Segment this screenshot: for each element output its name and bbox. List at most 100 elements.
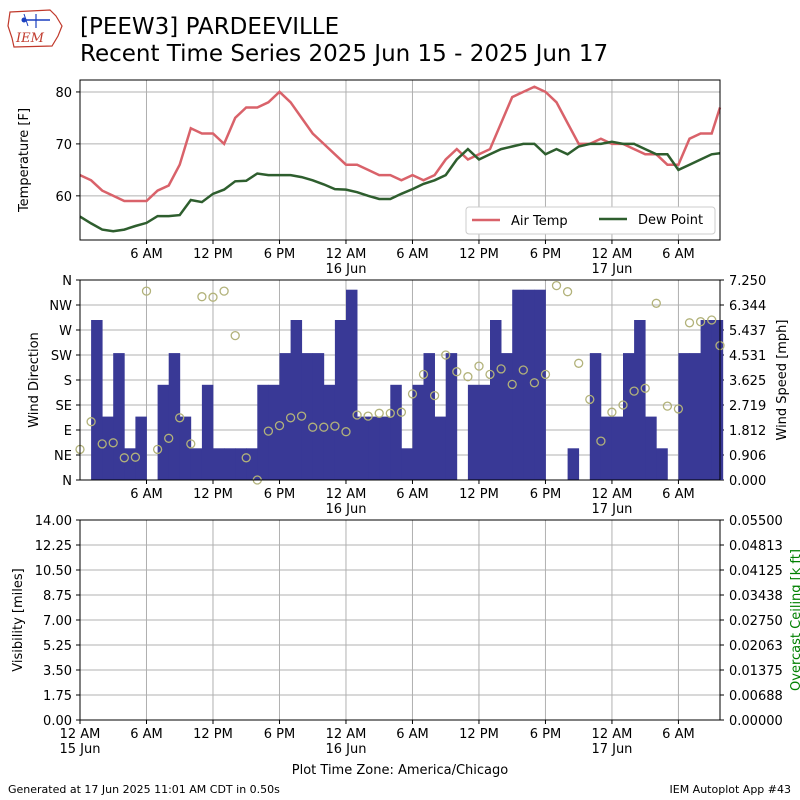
wind-direction-marker (551, 280, 562, 291)
wind-direction-tick-label: E (64, 424, 72, 439)
wind-direction-marker (363, 411, 373, 421)
x-tick-label: 12 AM (326, 487, 367, 502)
wind-speed-bar (611, 416, 624, 480)
wind-direction-marker (352, 410, 362, 420)
title-line-1: [PEEW3] PARDEEVILLE (80, 14, 340, 40)
wind-direction-marker (108, 438, 118, 448)
y-axis-label: Visibility [miles] (11, 568, 26, 671)
iem-logo: IEM (7, 9, 63, 48)
plot-frame (79, 279, 721, 481)
x-tick-label: 6 PM (264, 247, 295, 262)
wind-direction-marker (562, 287, 573, 297)
wind-direction-marker (673, 404, 684, 414)
wind-direction-marker (230, 330, 240, 341)
wind-speed-bar (301, 353, 314, 480)
wind-direction-marker (296, 411, 307, 421)
x-tick-date-label: 15 Jun (60, 742, 101, 757)
wind-direction-marker (175, 413, 185, 423)
wind-direction-marker (441, 350, 451, 360)
wind-speed-bar (312, 353, 325, 480)
x-tick-label: 12 AM (326, 247, 367, 262)
wind-direction-tick-label: N (62, 474, 72, 489)
wind-speed-bar (235, 448, 247, 480)
legend-label-air-temp: Air Temp (511, 214, 568, 229)
wind-speed-tick-label: 3.625 (729, 374, 766, 389)
chart-title: [PEEW3] PARDEEVILLE Recent Time Series 2… (80, 14, 608, 68)
wind-speed-bar (390, 384, 402, 480)
y-axis-label: Wind Direction (27, 332, 42, 428)
iem-logo-text: IEM (15, 31, 45, 46)
wind-speed-bar (634, 320, 646, 480)
wind-direction-marker (197, 292, 207, 302)
ceiling-tick-label: 0.05500 (729, 514, 783, 529)
x-tick-label: 6 AM (130, 727, 163, 742)
wind-direction-tick-label: SE (56, 399, 72, 414)
wind-speed-bar (346, 289, 358, 480)
wind-direction-marker (263, 426, 274, 436)
wind-direction-marker (186, 439, 196, 449)
timezone-label: Plot Time Zone: America/Chicago (291, 763, 509, 778)
x-tick-label: 12 PM (459, 727, 499, 742)
wind-speed-bar (190, 448, 203, 480)
x-tick-label: 12 PM (459, 247, 499, 262)
x-tick-label: 12 AM (326, 727, 367, 742)
wind-direction-marker (319, 422, 329, 432)
wind-speed-bar (423, 353, 435, 480)
x-tick-label: 6 AM (130, 247, 163, 262)
x-tick-label: 6 PM (264, 727, 295, 742)
wind-speed-bar (157, 384, 170, 480)
wind-direction-marker (596, 436, 606, 446)
wind-direction-marker (507, 379, 517, 390)
generated-timestamp: Generated at 17 Jun 2025 11:01 AM CDT in… (8, 783, 280, 796)
wind-speed-bar (445, 353, 458, 480)
wind-direction-marker (429, 390, 440, 401)
wind-speed-bar (135, 416, 147, 480)
wind-speed-bar (179, 416, 192, 480)
x-tick-label: 12 AM (592, 727, 633, 742)
x-tick-label: 6 PM (530, 247, 561, 262)
wind-speed-bar (645, 416, 657, 480)
wind-direction-marker (330, 421, 340, 431)
ceiling-tick-label: 0.04125 (729, 564, 783, 579)
x-tick-date-label: 17 Jun (591, 742, 632, 757)
wind-direction-marker (684, 318, 695, 328)
visibility-tick-label: 5.25 (43, 639, 72, 654)
x-tick-label: 6 AM (662, 487, 695, 502)
visibility-tick-label: 1.75 (43, 689, 72, 704)
x-tick-label: 6 AM (396, 247, 429, 262)
x-tick-date-label: 16 Jun (325, 262, 366, 277)
wind-direction-marker (141, 286, 152, 296)
x-tick-label: 12 AM (60, 727, 101, 742)
wind-direction-marker (374, 408, 384, 418)
x-tick-label: 6 AM (396, 727, 429, 742)
wind-speed-bar (467, 384, 480, 480)
wind-speed-bar (490, 320, 502, 480)
wind-direction-marker (529, 378, 540, 388)
title-line-2: Recent Time Series 2025 Jun 15 - 2025 Ju… (80, 41, 609, 67)
wind-speed-tick-label: 7.250 (729, 274, 766, 289)
ceiling-tick-label: 0.00688 (729, 689, 783, 704)
y-tick-label: 70 (55, 138, 72, 153)
plot-frame (79, 519, 721, 721)
wind-speed-bar (246, 448, 258, 480)
wind-speed-bar (589, 353, 602, 480)
wind-speed-bar (700, 320, 713, 480)
wind-direction-marker (130, 452, 141, 462)
wind-direction-marker (651, 298, 661, 308)
wind-direction-marker (385, 408, 395, 418)
wind-direction-marker (152, 444, 163, 455)
wind-speed-tick-label: 0.000 (729, 474, 766, 489)
wind-speed-bar (102, 416, 114, 480)
wind-direction-marker (208, 292, 218, 302)
wind-speed-bar (534, 289, 546, 480)
wind-direction-marker (518, 365, 528, 375)
ceiling-tick-label: 0.02750 (729, 614, 783, 629)
wind-direction-marker (119, 453, 129, 463)
x-tick-label: 12 AM (592, 487, 633, 502)
wind-speed-bar (479, 384, 491, 480)
ceiling-tick-label: 0.00000 (729, 714, 783, 729)
wind-direction-marker (585, 394, 595, 405)
wind-speed-bar (711, 320, 724, 480)
wind-direction-marker (274, 420, 285, 431)
